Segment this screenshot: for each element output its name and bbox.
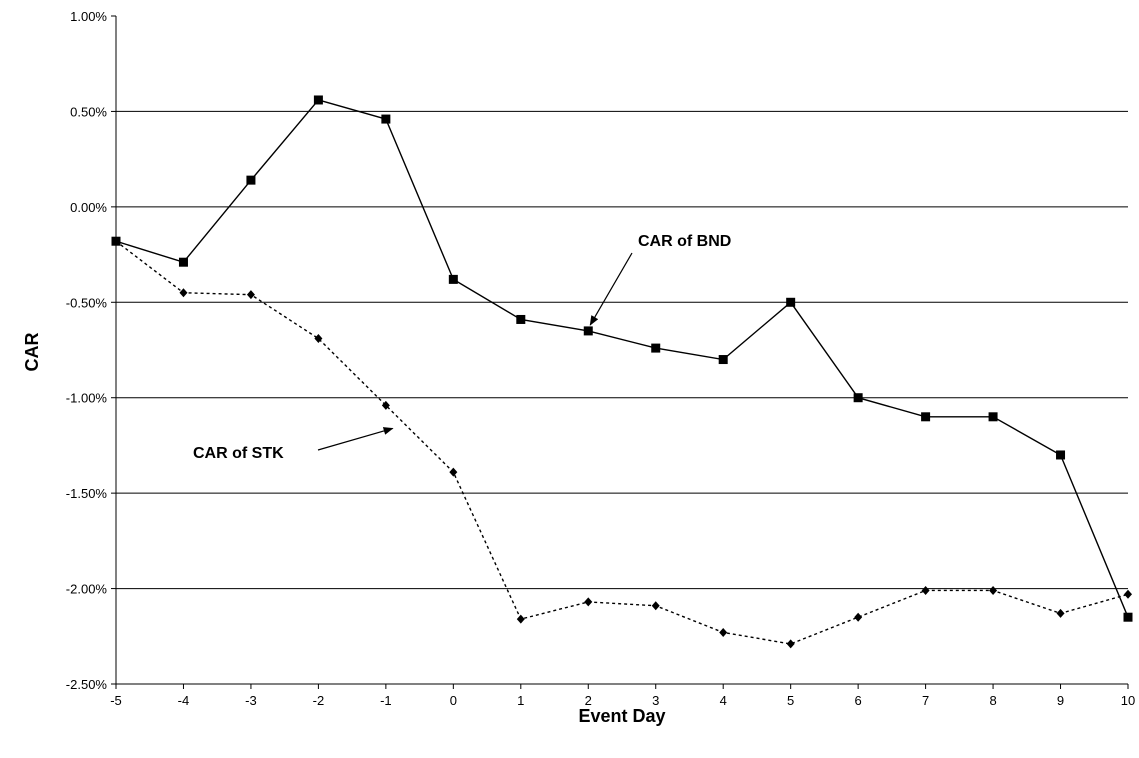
y-tick-label: 0.50% <box>70 104 107 119</box>
x-tick-label: -4 <box>178 693 190 708</box>
y-tick-label: 1.00% <box>70 9 107 24</box>
series-1-marker <box>718 355 728 365</box>
x-tick-label: -3 <box>245 693 257 708</box>
series-layer <box>111 95 1133 649</box>
x-tick-label: 1 <box>517 693 524 708</box>
series-2-marker <box>921 585 930 595</box>
x-tick-label: 2 <box>585 693 592 708</box>
y-tick-label: -1.00% <box>66 391 108 406</box>
annotation-layer: CAR of BND CAR of STK <box>193 233 731 462</box>
series-2-marker <box>651 601 660 611</box>
series-2-marker <box>1124 589 1132 599</box>
series-1-marker <box>1123 612 1133 622</box>
annotation-arrow-stk <box>317 427 394 451</box>
axes-layer: 1.00% 0.50% 0.00% -0.50% -1.00% -1.50% -2.00% -… <box>66 9 1135 708</box>
series-1-marker <box>988 412 998 422</box>
y-tick-label: -2.00% <box>66 582 108 597</box>
series-2-marker <box>786 639 795 649</box>
x-tick-label: 5 <box>787 693 794 708</box>
series-1-marker <box>651 343 661 353</box>
series-2-marker <box>719 627 728 637</box>
series-2-marker <box>449 467 458 477</box>
series-2-marker <box>516 614 525 624</box>
x-tick-label: -2 <box>313 693 325 708</box>
x-tick-label: -1 <box>380 693 392 708</box>
x-tick-label: 0 <box>450 693 457 708</box>
annotation-label-bnd: CAR of BND <box>638 233 731 250</box>
series-1-marker <box>313 95 323 105</box>
x-tick-label: 3 <box>652 693 659 708</box>
series-2-marker <box>381 400 390 410</box>
x-tick-label: 10 <box>1121 693 1135 708</box>
series-1-marker <box>583 326 593 336</box>
y-tick-label: -0.50% <box>66 295 108 310</box>
series-2-marker <box>584 597 593 607</box>
series-1-marker <box>1056 450 1066 460</box>
annotation-label-stk: CAR of STK <box>193 445 284 462</box>
series-2-marker <box>314 334 323 344</box>
x-tick-label: 9 <box>1057 693 1064 708</box>
annotation-arrow-bnd <box>589 252 633 326</box>
series-2-marker <box>854 612 863 622</box>
series-1-marker <box>516 314 526 324</box>
series-2-marker <box>179 288 188 298</box>
series-1-marker <box>246 175 256 185</box>
series-1-marker <box>178 257 188 267</box>
series-1-marker <box>786 297 796 307</box>
series-2-marker <box>989 585 998 595</box>
grid-layer <box>116 110 1128 590</box>
series-1-marker <box>381 114 391 124</box>
y-tick-label: -1.50% <box>66 486 108 501</box>
series-line-2 <box>115 240 1129 645</box>
x-tick-label: -5 <box>110 693 122 708</box>
series-2-marker <box>112 236 120 246</box>
x-tick-label: 4 <box>720 693 727 708</box>
series-1-marker <box>853 393 863 403</box>
x-tick-label: 6 <box>855 693 862 708</box>
series-1-marker <box>921 412 931 422</box>
y-axis-title: CAR <box>22 333 42 372</box>
x-tick-label: 8 <box>989 693 996 708</box>
x-axis-title: Event Day <box>578 706 665 726</box>
series-2-marker <box>1056 608 1065 618</box>
series-1-marker <box>448 274 458 284</box>
y-tick-label: 0.00% <box>70 200 107 215</box>
series-line-1 <box>115 99 1129 618</box>
series-2-marker <box>246 290 255 300</box>
x-tick-label: 7 <box>922 693 929 708</box>
y-tick-label: -2.50% <box>66 677 108 692</box>
